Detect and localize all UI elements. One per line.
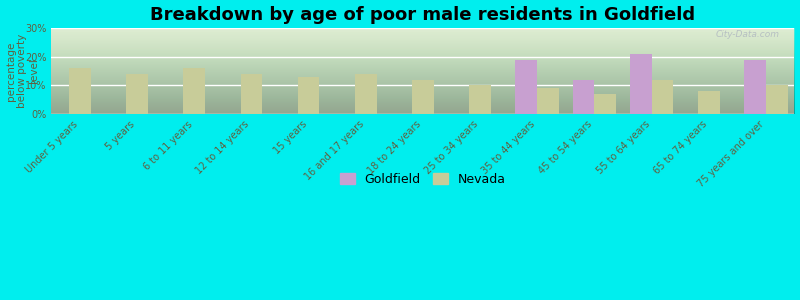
Bar	[298, 77, 319, 114]
Bar	[573, 80, 594, 114]
Bar	[744, 59, 766, 114]
Bar	[515, 59, 538, 114]
Bar	[469, 85, 491, 114]
Text: City-Data.com: City-Data.com	[715, 31, 779, 40]
Bar	[355, 74, 377, 114]
Bar	[698, 91, 719, 114]
Bar	[651, 80, 674, 114]
Bar	[412, 80, 434, 114]
Bar	[241, 74, 262, 114]
Bar	[69, 68, 90, 114]
Legend: Goldfield, Nevada: Goldfield, Nevada	[334, 168, 511, 191]
Bar	[183, 68, 205, 114]
Bar	[766, 85, 787, 114]
Title: Breakdown by age of poor male residents in Goldfield: Breakdown by age of poor male residents …	[150, 6, 695, 24]
Bar	[594, 94, 616, 114]
Bar	[630, 54, 651, 114]
Bar	[538, 88, 559, 114]
Y-axis label: percentage
below poverty
level: percentage below poverty level	[6, 34, 38, 108]
Bar	[126, 74, 148, 114]
